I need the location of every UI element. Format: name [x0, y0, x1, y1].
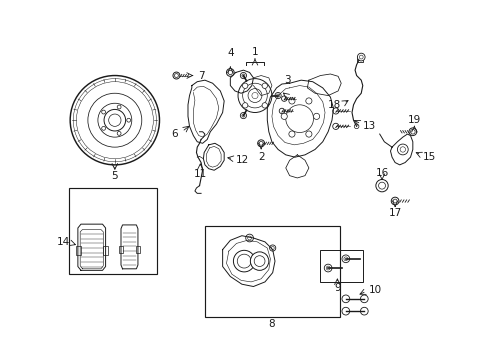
Bar: [76, 246, 81, 255]
Bar: [103, 246, 108, 255]
Bar: [205, 226, 340, 316]
Text: 9: 9: [334, 283, 341, 293]
Text: 5: 5: [112, 171, 118, 181]
Circle shape: [324, 264, 332, 272]
Text: 11: 11: [194, 169, 207, 179]
Text: 18: 18: [328, 100, 341, 110]
Circle shape: [173, 72, 180, 79]
Circle shape: [361, 307, 368, 315]
Text: 2: 2: [258, 152, 265, 162]
Circle shape: [314, 113, 319, 120]
Circle shape: [246, 234, 253, 242]
Circle shape: [342, 307, 350, 315]
Circle shape: [306, 98, 312, 104]
Circle shape: [333, 123, 339, 130]
Circle shape: [240, 112, 246, 119]
Circle shape: [333, 108, 339, 114]
Bar: [120, 246, 123, 253]
Circle shape: [282, 96, 287, 101]
Bar: [357, 56, 363, 62]
Circle shape: [262, 83, 268, 89]
Text: 14: 14: [57, 237, 70, 247]
Circle shape: [258, 140, 265, 147]
Circle shape: [342, 295, 350, 303]
Circle shape: [357, 53, 365, 61]
Bar: [136, 246, 140, 253]
Text: 6: 6: [172, 129, 178, 139]
Circle shape: [361, 295, 368, 303]
Circle shape: [342, 255, 350, 263]
Circle shape: [409, 128, 416, 136]
Circle shape: [243, 83, 248, 89]
Text: 13: 13: [363, 121, 376, 131]
Text: 8: 8: [269, 319, 275, 329]
Circle shape: [306, 131, 312, 137]
Text: 17: 17: [389, 208, 402, 217]
Circle shape: [240, 72, 246, 78]
Circle shape: [250, 252, 269, 270]
Circle shape: [270, 245, 276, 251]
Bar: [69, 188, 157, 274]
Bar: [320, 249, 363, 282]
Circle shape: [238, 78, 272, 112]
Text: 7: 7: [198, 71, 205, 81]
Circle shape: [391, 197, 399, 205]
Text: 15: 15: [423, 152, 436, 162]
Text: 3: 3: [284, 75, 291, 85]
Text: 4: 4: [227, 48, 234, 58]
Text: 16: 16: [375, 167, 389, 177]
Circle shape: [289, 98, 295, 104]
Text: 10: 10: [369, 285, 382, 294]
Circle shape: [281, 113, 287, 120]
Text: 19: 19: [408, 115, 421, 125]
Circle shape: [279, 108, 285, 114]
Circle shape: [243, 103, 248, 108]
Circle shape: [376, 180, 388, 192]
Circle shape: [262, 103, 268, 108]
Circle shape: [397, 144, 408, 155]
Circle shape: [289, 131, 295, 137]
Text: 12: 12: [236, 155, 249, 165]
Text: 1: 1: [252, 48, 258, 58]
Circle shape: [226, 69, 234, 76]
Circle shape: [275, 93, 281, 99]
Circle shape: [233, 250, 255, 272]
